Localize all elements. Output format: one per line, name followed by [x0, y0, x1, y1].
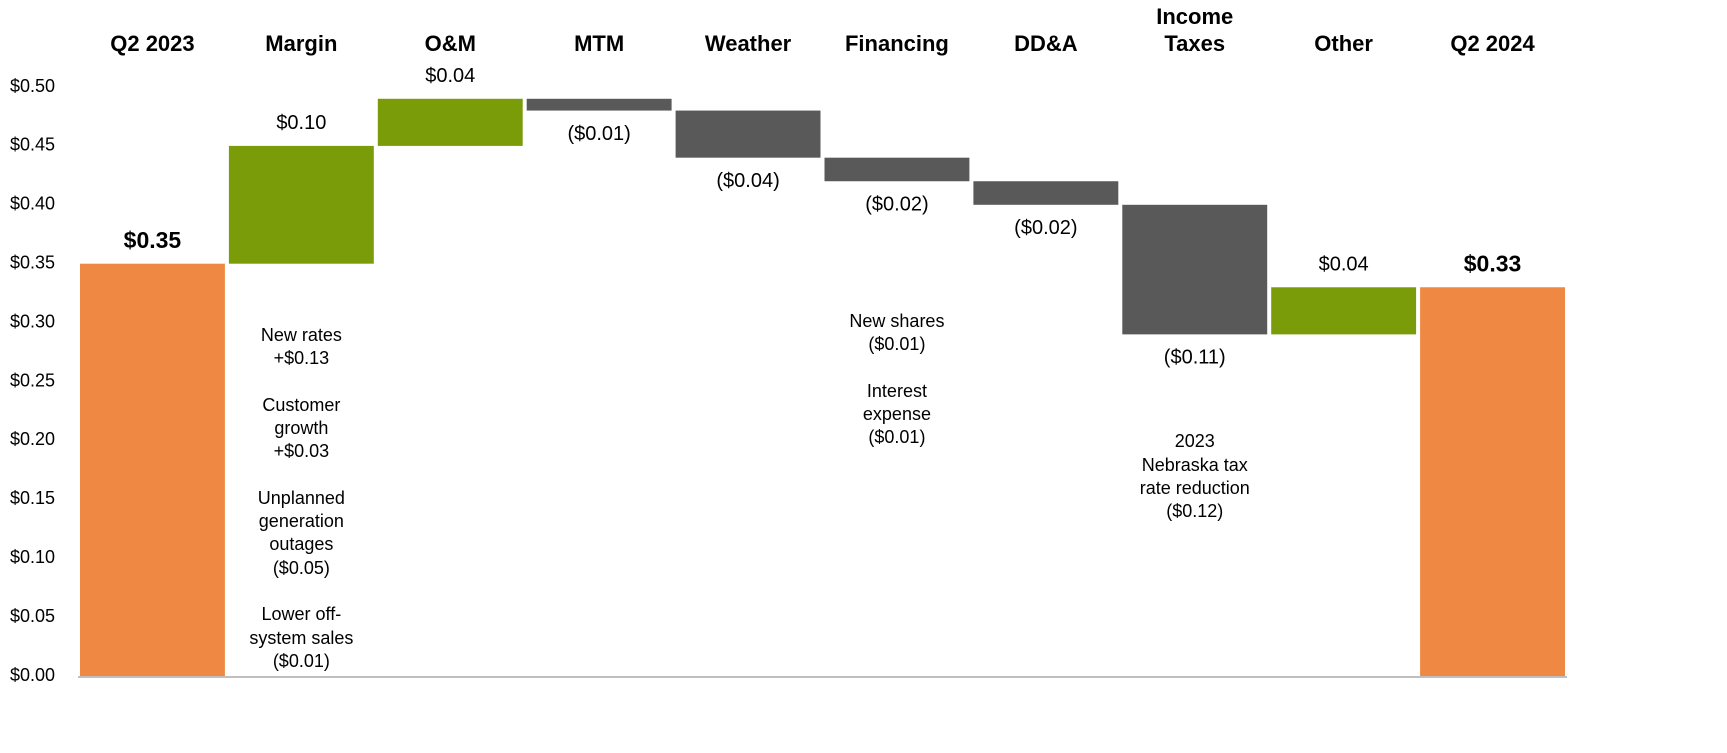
y-tick-label: $0.15	[10, 488, 55, 508]
value-label: $0.33	[1464, 250, 1522, 276]
x-tick-label: O&M	[424, 31, 476, 56]
y-tick-label: $0.10	[10, 547, 55, 567]
y-tick-label: $0.30	[10, 311, 55, 331]
annotation: New shares ($0.01) Interest expense ($0.…	[849, 311, 945, 448]
bar	[1271, 287, 1417, 335]
value-label: $0.04	[1319, 254, 1369, 276]
value-label: ($0.11)	[1164, 347, 1226, 369]
value-label: $0.10	[276, 112, 326, 134]
value-label: ($0.01)	[567, 123, 630, 145]
x-tick-label: Margin	[265, 31, 338, 56]
bar	[377, 98, 523, 146]
y-tick-label: $0.50	[10, 76, 55, 96]
bar	[824, 157, 970, 182]
x-tick-label: MTM	[574, 31, 625, 56]
bar	[526, 98, 672, 111]
y-tick-label: $0.20	[10, 429, 55, 449]
annotation: 2023 Nebraska tax rate reduction ($0.12)	[1139, 431, 1250, 522]
bar	[675, 110, 821, 158]
bar	[1420, 287, 1565, 676]
x-tick-label: Weather	[704, 31, 792, 56]
x-tick-label: Q2 2024	[1450, 31, 1535, 56]
value-label: ($0.02)	[1014, 217, 1077, 239]
bar	[228, 145, 374, 264]
y-tick-label: $0.35	[10, 252, 55, 272]
value-label: $0.35	[124, 227, 182, 253]
bar	[80, 263, 225, 676]
value-label: ($0.02)	[865, 194, 928, 216]
bar	[1122, 204, 1268, 335]
y-tick-label: $0.45	[10, 135, 55, 155]
y-tick-label: $0.00	[10, 665, 55, 685]
bar	[973, 181, 1119, 205]
y-tick-label: $0.40	[10, 194, 55, 214]
x-tick-label: Other	[1314, 31, 1373, 56]
y-tick-label: $0.25	[10, 370, 55, 390]
x-tick-label: Financing	[844, 31, 949, 56]
y-tick-label: $0.05	[10, 606, 55, 626]
x-tick-label: Income Taxes	[1156, 4, 1234, 56]
x-tick-label: DD&A	[1014, 31, 1078, 56]
value-label: $0.04	[425, 65, 475, 87]
annotation: New rates +$0.13 Customer growth +$0.03 …	[249, 324, 354, 671]
x-tick-label: Q2 2023	[110, 31, 195, 56]
value-label: ($0.04)	[716, 170, 779, 192]
